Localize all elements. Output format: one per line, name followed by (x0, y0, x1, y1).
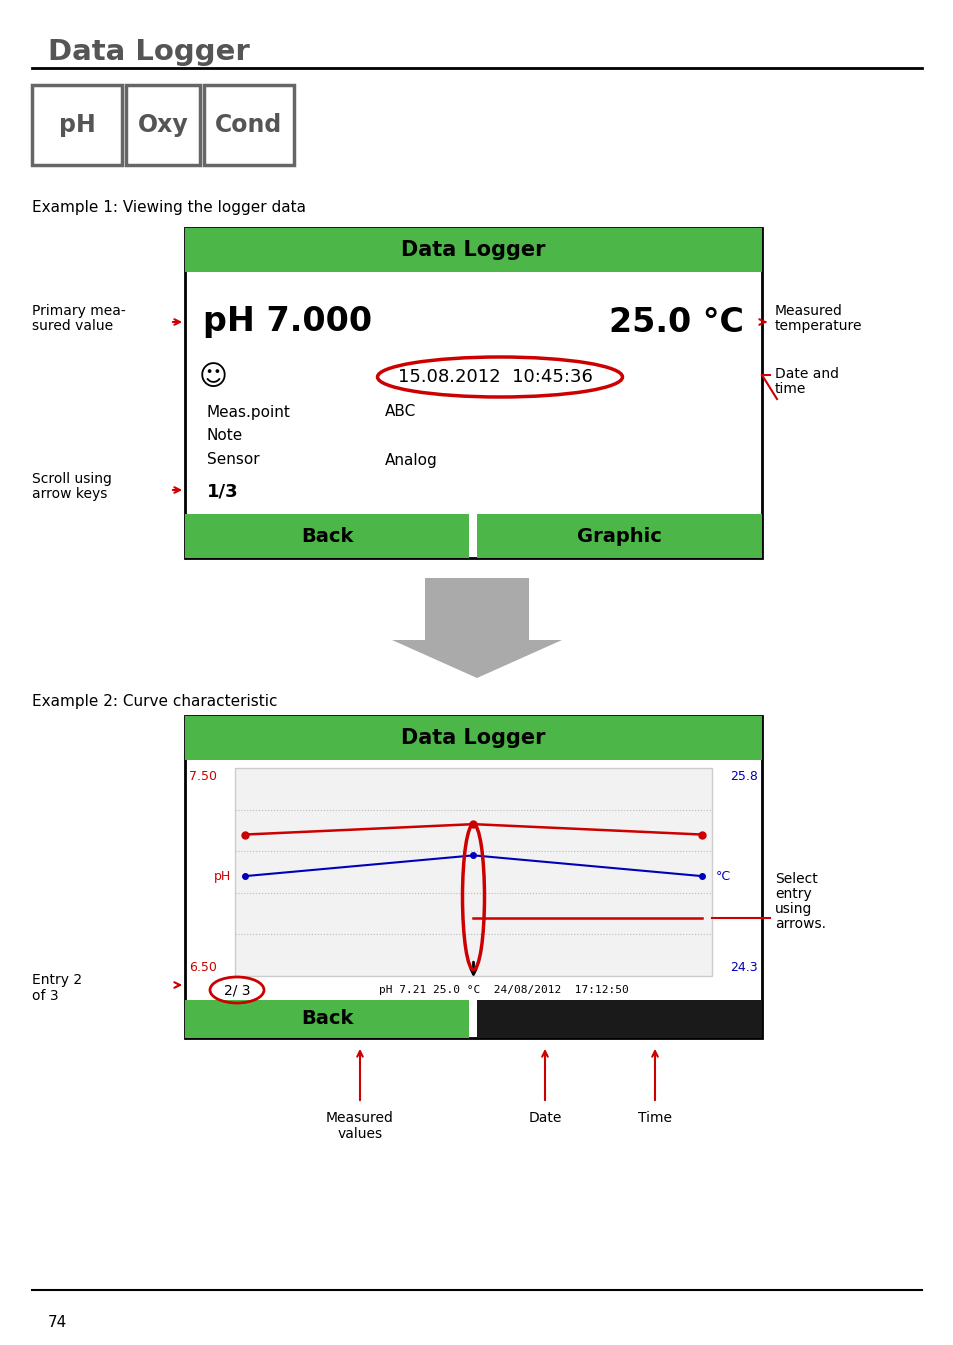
Text: 6.50: 6.50 (189, 960, 216, 974)
Text: 1/3: 1/3 (207, 483, 238, 500)
Text: Graphic: Graphic (577, 526, 661, 546)
Bar (476, 999, 761, 1038)
Bar (185, 716, 761, 760)
Text: pH 7.000: pH 7.000 (203, 305, 372, 339)
Text: temperature: temperature (774, 319, 862, 334)
Bar (424, 578, 529, 640)
Text: arrows.: arrows. (774, 917, 825, 931)
Text: pH: pH (213, 870, 231, 882)
Text: Oxy: Oxy (137, 113, 188, 137)
Text: °C: °C (716, 870, 730, 882)
Bar (32, 85, 122, 165)
Bar (126, 85, 200, 165)
Text: Data Logger: Data Logger (401, 239, 545, 260)
Text: ABC: ABC (385, 405, 416, 420)
Text: Back: Back (300, 1010, 353, 1029)
Text: 15.08.2012  10:45:36: 15.08.2012 10:45:36 (397, 369, 592, 386)
Text: Primary mea-: Primary mea- (32, 304, 126, 317)
Text: Date: Date (528, 1111, 561, 1124)
Text: Time: Time (638, 1111, 671, 1124)
Text: Sensor: Sensor (207, 452, 259, 468)
Text: entry: entry (774, 886, 811, 901)
Text: 7.50: 7.50 (189, 769, 216, 783)
Text: Back: Back (300, 526, 353, 546)
Bar (185, 514, 469, 558)
Text: Measured: Measured (326, 1111, 394, 1124)
Polygon shape (392, 640, 561, 678)
Text: Measured: Measured (774, 304, 842, 317)
Text: Scroll using: Scroll using (32, 472, 112, 486)
Text: time: time (774, 382, 805, 395)
Text: Date and: Date and (774, 367, 838, 381)
Bar (204, 85, 294, 165)
Text: values: values (337, 1127, 382, 1141)
Bar (185, 229, 761, 272)
Text: Note: Note (207, 429, 243, 444)
Text: Example 2: Curve characteristic: Example 2: Curve characteristic (32, 694, 277, 709)
Text: using: using (774, 902, 812, 916)
Text: 25.8: 25.8 (729, 769, 758, 783)
Text: 2/ 3: 2/ 3 (224, 983, 250, 997)
Text: ☺: ☺ (198, 363, 227, 391)
Text: 24.3: 24.3 (730, 960, 758, 974)
Text: Example 1: Viewing the logger data: Example 1: Viewing the logger data (32, 200, 306, 215)
Text: Data Logger: Data Logger (401, 728, 545, 748)
Text: 25.0 °C: 25.0 °C (608, 305, 743, 339)
Text: Meas.point: Meas.point (207, 405, 291, 420)
Bar (185, 229, 761, 558)
Text: Cond: Cond (215, 113, 282, 137)
Bar (476, 514, 761, 558)
Text: of 3: of 3 (32, 989, 58, 1003)
Text: 74: 74 (48, 1315, 67, 1330)
Text: Entry 2: Entry 2 (32, 972, 82, 987)
Bar (185, 999, 469, 1038)
Bar (234, 768, 711, 976)
Text: Analog: Analog (385, 452, 437, 468)
Bar (185, 716, 761, 1038)
Text: pH: pH (58, 113, 95, 137)
Text: arrow keys: arrow keys (32, 487, 108, 500)
Text: pH 7.21 25.0 °C  24/08/2012  17:12:50: pH 7.21 25.0 °C 24/08/2012 17:12:50 (378, 985, 628, 995)
Text: Data Logger: Data Logger (48, 38, 250, 66)
Text: Select: Select (774, 872, 817, 886)
Text: sured value: sured value (32, 319, 113, 334)
